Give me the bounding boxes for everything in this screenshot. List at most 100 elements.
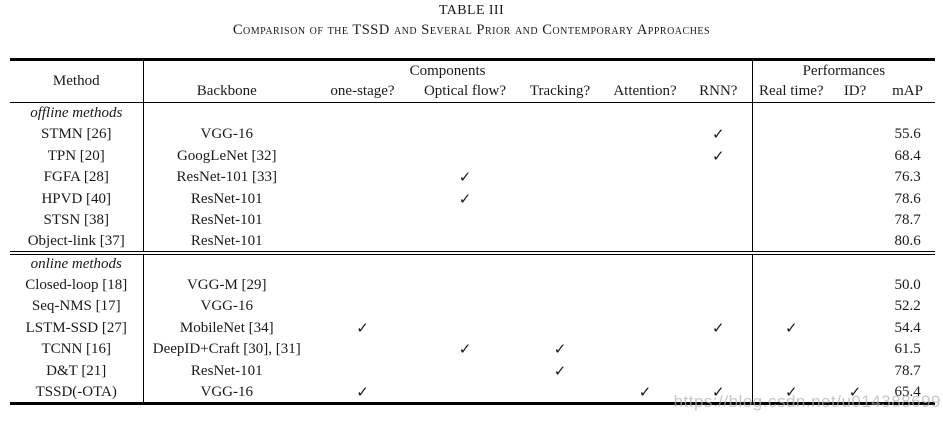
column-header-tracking: Tracking? — [529, 83, 591, 99]
empty-cell — [515, 146, 605, 168]
empty-cell — [685, 167, 753, 189]
method-cell: FGFA [28] — [10, 167, 144, 189]
map-cell: 54.4 — [894, 319, 921, 336]
table-row: Object-link [37] ResNet-101 80.6 — [10, 231, 935, 254]
empty-cell — [415, 124, 515, 146]
empty-cell — [415, 361, 515, 383]
backbone-cell — [143, 103, 310, 125]
empty-cell — [515, 275, 605, 297]
empty-cell — [752, 275, 830, 297]
check-cell: ✓ — [685, 317, 753, 339]
section-offline-methods: offline methods STMN [26] VGG-16 ✓ 55.6 TPN [… — [10, 102, 935, 254]
empty-cell — [605, 339, 685, 361]
column-header-map: mAP — [892, 83, 923, 99]
table-row: D&T [21] ResNet-101 ✓ 78.7 — [10, 360, 935, 383]
method-cell: Seq-NMS [17] — [10, 296, 144, 318]
empty-cell — [605, 146, 685, 168]
empty-cell — [415, 318, 515, 340]
map-cell: 80.6 — [894, 232, 921, 249]
table-caption: TABLE III Comparison of the TSSD and Sev… — [0, 3, 943, 39]
empty-cell — [515, 296, 605, 318]
empty-cell — [515, 189, 605, 211]
empty-cell — [310, 361, 415, 383]
empty-cell — [515, 124, 605, 146]
map-cell: 68.4 — [894, 147, 921, 164]
check-cell: ✓ — [685, 145, 753, 167]
method-cell: TSSD(-OTA) — [10, 382, 144, 404]
empty-cell — [685, 360, 753, 382]
empty-cell — [830, 167, 880, 189]
backbone-cell: ResNet-101 — [190, 212, 263, 229]
table-row: TCNN [16] DeepID+Craft [30], [31] ✓ ✓ 61.5 — [10, 339, 935, 361]
method-cell: STSN [38] — [10, 210, 144, 232]
empty-cell — [830, 124, 880, 146]
column-header-method: Method — [10, 59, 144, 103]
map-cell: 50.0 — [894, 276, 921, 293]
check-cell: ✓ — [458, 191, 472, 208]
table-row: FGFA [28] ResNet-101 [33] ✓ 76.3 — [10, 167, 935, 189]
check-cell: ✓ — [356, 320, 369, 337]
check-cell: ✓ — [553, 363, 567, 380]
empty-cell — [752, 103, 830, 125]
section-label-row: online methods — [10, 253, 935, 275]
empty-cell — [830, 253, 880, 275]
map-cell: 61.5 — [894, 341, 921, 358]
empty-cell — [752, 146, 830, 168]
check-cell: ✓ — [356, 384, 369, 401]
method-cell: TCNN [16] — [10, 339, 144, 361]
backbone-cell: GoogLeNet [32] — [176, 147, 277, 164]
empty-cell — [605, 210, 685, 232]
method-cell: LSTM-SSD [27] — [10, 317, 144, 339]
section-online-methods: online methods Closed-loop [18] VGG-M [29]… — [10, 253, 936, 404]
empty-cell — [752, 296, 830, 318]
comparison-table: Method Components Performances Backbone o… — [10, 58, 936, 405]
empty-cell — [605, 253, 685, 275]
empty-cell — [310, 210, 415, 232]
map-cell: 52.2 — [894, 298, 921, 315]
empty-cell — [752, 210, 830, 232]
empty-cell — [830, 296, 880, 318]
check-cell: ✓ — [785, 320, 798, 337]
empty-cell — [752, 339, 830, 361]
column-header-id: ID? — [843, 83, 867, 99]
empty-cell — [310, 232, 415, 254]
table-row: STSN [38] ResNet-101 78.7 — [10, 210, 935, 232]
empty-cell — [685, 102, 753, 124]
empty-cell — [830, 146, 880, 168]
empty-cell — [515, 167, 605, 189]
table-title: Comparison of the TSSD and Several Prior… — [232, 22, 711, 38]
check-cell: ✓ — [458, 170, 472, 187]
table-row: LSTM-SSD [27] MobileNet [34] ✓ ✓ ✓ 54.4 — [10, 317, 935, 340]
column-header-rnn: RNN? — [685, 81, 753, 103]
column-header-real-time: Real time? — [759, 83, 824, 99]
table-header: Method Components Performances Backbone o… — [10, 59, 936, 103]
empty-cell — [415, 253, 515, 275]
empty-cell — [605, 275, 685, 297]
backbone-cell: VGG-16 — [200, 126, 254, 143]
empty-cell — [515, 103, 605, 125]
empty-cell — [515, 318, 605, 340]
watermark-text: https://blog.csdn.net/u014388699 — [673, 392, 941, 411]
empty-cell — [310, 167, 415, 189]
empty-cell — [752, 361, 830, 383]
method-cell: HPVD [40] — [10, 188, 144, 210]
table-row: TPN [20] GoogLeNet [32] ✓ 68.4 — [10, 145, 935, 168]
group-header-components: Components — [143, 59, 753, 81]
method-cell: Closed-loop [18] — [10, 274, 144, 296]
empty-cell — [515, 232, 605, 254]
table-row: Closed-loop [18] VGG-M [29] 50.0 — [10, 274, 935, 297]
empty-cell — [310, 253, 415, 275]
table-number: TABLE III — [438, 3, 505, 18]
table-row: HPVD [40] ResNet-101 ✓ 78.6 — [10, 188, 935, 211]
column-header-backbone: Backbone — [196, 83, 257, 99]
backbone-cell: MobileNet [34] — [179, 319, 274, 336]
empty-cell — [415, 382, 515, 404]
empty-cell — [605, 124, 685, 146]
empty-cell — [830, 210, 880, 232]
empty-cell — [605, 103, 685, 125]
empty-cell — [415, 210, 515, 232]
empty-cell — [605, 318, 685, 340]
empty-cell — [752, 253, 830, 275]
empty-cell — [310, 275, 415, 297]
table-row: Seq-NMS [17] VGG-16 52.2 — [10, 296, 935, 318]
